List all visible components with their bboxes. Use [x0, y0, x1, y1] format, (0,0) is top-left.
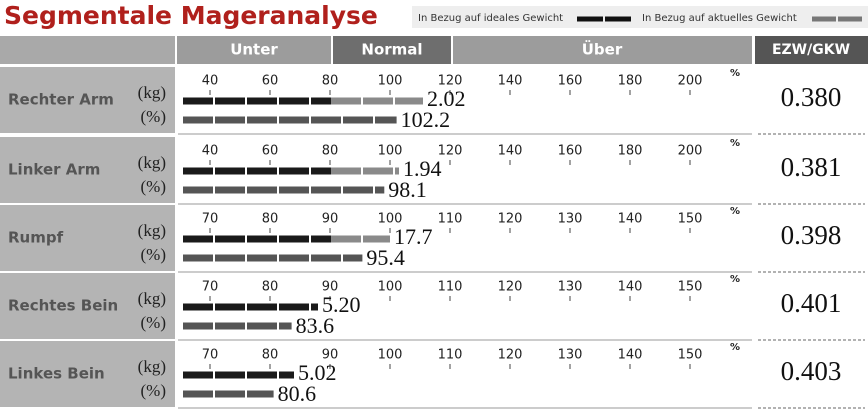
tick-label: 90: [322, 348, 339, 363]
tick-label: 110: [438, 280, 463, 295]
unit-label: (%): [141, 245, 166, 264]
tick-label: 120: [438, 144, 463, 159]
tick-label: 160: [558, 74, 583, 89]
tick-label: 90: [322, 212, 339, 227]
tick-label: 80: [262, 280, 279, 295]
tick-label: 120: [438, 74, 463, 89]
unit-label: (%): [141, 107, 166, 126]
percent-value: 80.6: [278, 381, 317, 406]
tick-label: 150: [678, 280, 703, 295]
tick-label: 80: [322, 144, 339, 159]
unit-label: (kg): [138, 357, 166, 376]
legend-label: In Bezug auf ideales Gewicht: [418, 13, 563, 24]
tick-label: 70: [202, 212, 219, 227]
row-label-cell: [0, 341, 175, 407]
tick-label: 140: [498, 144, 523, 159]
tick-label: 90: [322, 280, 339, 295]
tick-label: 40: [202, 74, 219, 89]
unit-symbol: %: [730, 68, 740, 79]
row-label: Rechtes Bein: [8, 297, 118, 315]
legend-box: [412, 6, 868, 28]
row-label-cell: [0, 67, 175, 133]
ratio-value: 0.398: [781, 220, 842, 250]
ratio-value: 0.401: [781, 288, 842, 318]
kg-value: 5.02: [298, 360, 337, 385]
tick-label: 180: [618, 74, 643, 89]
ratio-value: 0.403: [781, 356, 842, 386]
legend-label: In Bezug auf aktuelles Gewicht: [642, 13, 797, 24]
percent-value: 102.2: [401, 107, 451, 132]
row-label: Linker Arm: [8, 161, 100, 179]
tick-label: 60: [262, 144, 279, 159]
header-label: Über: [582, 40, 623, 59]
header-cell: [0, 36, 175, 64]
tick-label: 120: [498, 212, 523, 227]
row-label: Rechter Arm: [8, 91, 114, 109]
tick-label: 80: [262, 348, 279, 363]
tick-label: 200: [678, 74, 703, 89]
tick-label: 100: [378, 74, 403, 89]
header-cell: [453, 36, 752, 64]
percent-value: 98.1: [388, 177, 427, 202]
kg-value: 5.20: [322, 292, 361, 317]
tick-label: 130: [558, 280, 583, 295]
title: Segmentale Mageranalyse: [4, 1, 378, 30]
tick-label: 70: [202, 348, 219, 363]
unit-label: (kg): [138, 153, 166, 172]
ratio-value: 0.381: [781, 152, 842, 182]
ratio-value: 0.380: [781, 82, 842, 112]
tick-label: 140: [618, 212, 643, 227]
tick-label: 150: [678, 348, 703, 363]
unit-label: (kg): [138, 289, 166, 308]
tick-label: 80: [262, 212, 279, 227]
header-cell: [177, 36, 331, 64]
tick-label: 100: [378, 348, 403, 363]
tick-label: 100: [378, 212, 403, 227]
tick-label: 130: [558, 212, 583, 227]
row-label-cell: [0, 205, 175, 271]
header-cell: [755, 36, 868, 64]
row-label-cell: [0, 137, 175, 203]
unit-label: (kg): [138, 83, 166, 102]
unit-label: (%): [141, 313, 166, 332]
tick-label: 110: [438, 348, 463, 363]
unit-label: (%): [141, 381, 166, 400]
tick-label: 160: [558, 144, 583, 159]
unit-symbol: %: [730, 138, 740, 149]
tick-label: 130: [558, 348, 583, 363]
unit-symbol: %: [730, 206, 740, 217]
unit-symbol: %: [730, 342, 740, 353]
tick-label: 110: [438, 212, 463, 227]
header-label: Unter: [230, 41, 278, 59]
tick-label: 120: [498, 280, 523, 295]
tick-label: 80: [322, 74, 339, 89]
unit-label: (kg): [138, 221, 166, 240]
row-label-cell: [0, 273, 175, 339]
tick-label: 120: [498, 348, 523, 363]
percent-value: 95.4: [366, 245, 405, 270]
tick-label: 150: [678, 212, 703, 227]
tick-label: 180: [618, 144, 643, 159]
tick-label: 100: [378, 144, 403, 159]
tick-label: 140: [618, 280, 643, 295]
kg-value: 1.94: [403, 156, 442, 181]
tick-label: 40: [202, 144, 219, 159]
kg-value: 2.02: [427, 86, 466, 111]
tick-label: 200: [678, 144, 703, 159]
header-label: Normal: [361, 41, 422, 59]
row-label: Linkes Bein: [8, 365, 105, 383]
kg-value: 17.7: [394, 224, 433, 249]
tick-label: 70: [202, 280, 219, 295]
tick-label: 140: [618, 348, 643, 363]
tick-label: 140: [498, 74, 523, 89]
unit-symbol: %: [730, 274, 740, 285]
percent-value: 83.6: [296, 313, 335, 338]
header-cell: [333, 36, 451, 64]
header-label: EZW/GKW: [772, 42, 850, 58]
tick-label: 60: [262, 74, 279, 89]
tick-label: 100: [378, 280, 403, 295]
row-label: Rumpf: [8, 229, 64, 247]
unit-label: (%): [141, 177, 166, 196]
